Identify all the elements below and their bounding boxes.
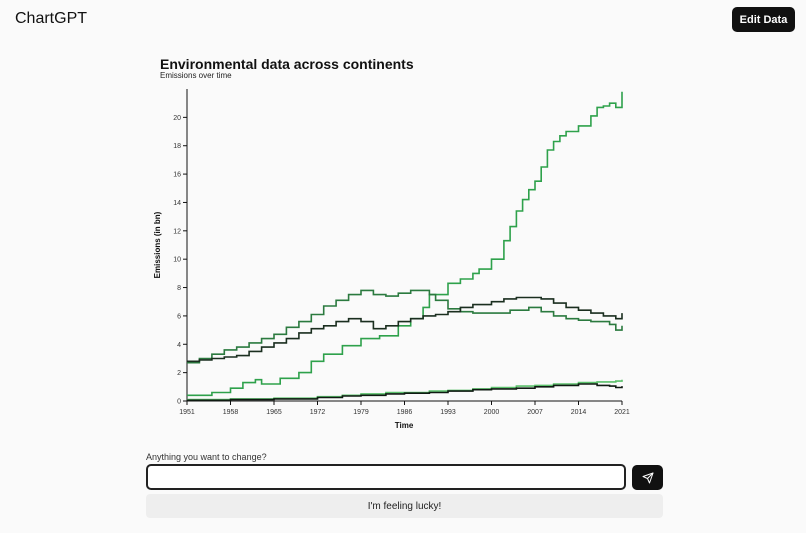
x-axis-label: Time [395,421,414,430]
y-tick-label: 6 [177,313,181,320]
chart-subtitle: Emissions over time [160,71,232,80]
y-tick-label: 20 [173,115,181,122]
y-axis-label: Emissions (in bn) [153,211,162,278]
prompt-label: Anything you want to change? [146,452,267,462]
y-tick-label: 8 [177,285,181,292]
app-title: ChartGPT [15,10,88,27]
x-tick-label: 2021 [614,409,630,416]
x-tick-label: 1958 [223,409,239,416]
y-tick-label: 16 [173,172,181,179]
chart-series-layer [187,91,623,402]
series-line-5 [187,383,623,402]
chart-axes: 0 2 4 6 8 10 12 14 16 18 20 1951 1958 1965 1972 1979 198… [173,89,630,416]
x-tick-label: 1979 [353,409,369,416]
y-tick-label: 18 [173,143,181,150]
send-icon [642,472,653,483]
send-button[interactable] [632,465,663,490]
prompt-input[interactable] [146,464,626,490]
series-line-2 [187,289,623,364]
x-tick-label: 1951 [179,409,195,416]
x-tick-label: 1965 [266,409,282,416]
x-tick-label: 2007 [527,409,543,416]
y-tick-label: 12 [173,228,181,235]
chart-title: Environmental data across continents [160,56,414,72]
y-tick-label: 0 [177,399,181,406]
x-tick-label: 1993 [440,409,456,416]
x-tick-label: 2014 [571,409,587,416]
x-tick-label: 1986 [397,409,413,416]
series-line-1 [187,91,623,397]
x-tick-label: 2000 [484,409,500,416]
y-tick-label: 10 [173,257,181,264]
series-line-3 [187,296,623,363]
y-tick-label: 14 [173,200,181,207]
x-tick-label: 1972 [310,409,326,416]
y-tick-label: 4 [177,342,181,349]
edit-data-button[interactable]: Edit Data [732,7,795,32]
y-tick-label: 2 [177,370,181,377]
feeling-lucky-button[interactable]: I'm feeling lucky! [146,494,663,518]
